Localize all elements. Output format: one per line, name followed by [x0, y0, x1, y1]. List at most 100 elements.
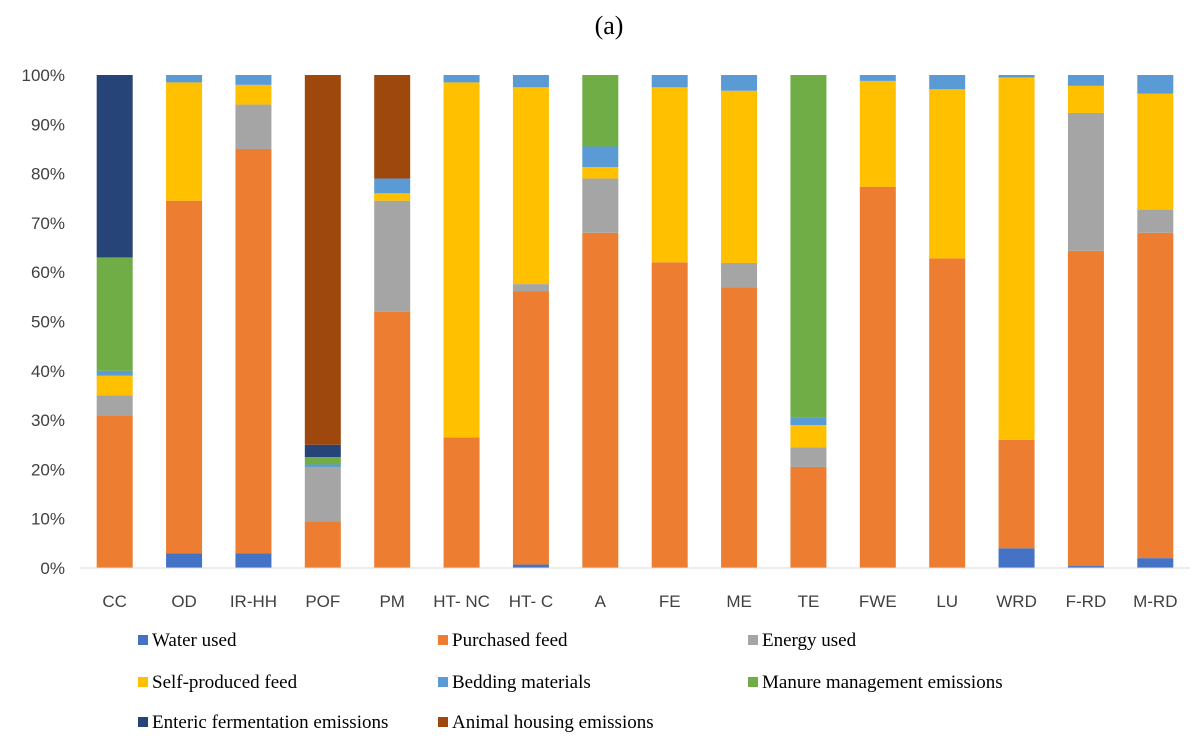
bar-segment: [512, 75, 549, 88]
bar-segment: [929, 75, 966, 90]
bar-segment: [374, 200, 411, 312]
y-tick-label: 90%: [31, 115, 65, 134]
bar-segment: [998, 75, 1035, 78]
legend-label: Purchased feed: [452, 630, 568, 651]
bar-segment: [1137, 75, 1174, 94]
y-axis: 0% 10% 20% 30% 40% 50% 60% 70% 80% 90% 100%: [22, 66, 65, 578]
bar-segment: [790, 75, 827, 418]
y-tick-label: 20%: [31, 460, 65, 479]
y-tick-label: 100%: [22, 66, 65, 85]
bar-segment: [582, 178, 619, 233]
bar-segment: [374, 75, 411, 179]
bar-segment: [443, 82, 480, 438]
bar-segment: [96, 415, 133, 568]
bar-segment: [790, 447, 827, 467]
bar-segment: [96, 395, 133, 416]
chart-title: (a): [595, 11, 624, 40]
bar-segment: [374, 311, 411, 568]
bar-segment: [1067, 75, 1104, 86]
x-tick-label: A: [595, 592, 607, 611]
x-tick-label: LU: [936, 592, 958, 611]
bar-segment: [235, 84, 272, 105]
bar-segment: [374, 193, 411, 201]
x-tick-label: HT- NC: [433, 592, 490, 611]
legend-swatch: [138, 677, 148, 687]
x-tick-label: CC: [102, 592, 127, 611]
x-tick-label: F-RD: [1066, 592, 1107, 611]
bar-segment: [443, 437, 480, 568]
legend-swatch: [138, 717, 148, 727]
bar-segment: [1137, 232, 1174, 559]
bar-segment: [582, 232, 619, 568]
bar-segment: [651, 87, 688, 263]
bar-segment: [235, 104, 272, 149]
legend-swatch: [438, 717, 448, 727]
bar-segment: [721, 90, 758, 263]
bar-segment: [512, 291, 549, 565]
bar-segment: [235, 75, 272, 85]
legend-swatch: [438, 677, 448, 687]
bar-segment: [582, 146, 619, 168]
legend-swatch: [748, 635, 758, 645]
bar-segment: [790, 417, 827, 426]
y-tick-label: 80%: [31, 165, 65, 184]
bar-segment: [166, 75, 203, 83]
legend-label: Enteric fermentation emissions: [152, 712, 388, 733]
bar-segment: [929, 89, 966, 259]
bar-segment: [512, 564, 549, 568]
bar-segment: [96, 257, 133, 371]
bar-segment: [235, 553, 272, 568]
bar-segment: [998, 439, 1035, 549]
x-tick-label: PM: [379, 592, 405, 611]
bars-group: [96, 75, 1174, 568]
legend-label: Animal housing emissions: [452, 712, 654, 733]
bar-segment: [304, 464, 341, 467]
bar-segment: [859, 75, 896, 81]
bar-segment: [96, 370, 133, 376]
bar-segment: [304, 444, 341, 458]
bar-segment: [235, 148, 272, 554]
legend-label: Bedding materials: [452, 672, 591, 693]
x-tick-label: WRD: [996, 592, 1037, 611]
bar-segment: [929, 258, 966, 568]
bar-segment: [582, 167, 619, 179]
bar-segment: [1067, 250, 1104, 567]
bar-segment: [512, 87, 549, 285]
bar-segment: [859, 80, 896, 187]
bar-segment: [166, 200, 203, 554]
legend-swatch: [138, 635, 148, 645]
bar-segment: [1137, 209, 1174, 233]
bar-segment: [443, 75, 480, 83]
bar-segment: [96, 375, 133, 396]
bar-segment: [96, 75, 133, 258]
x-tick-label: HT- C: [509, 592, 553, 611]
bar-segment: [1067, 112, 1104, 251]
y-tick-label: 60%: [31, 263, 65, 282]
x-tick-label: TE: [798, 592, 820, 611]
bar-segment: [1137, 93, 1174, 210]
bar-segment: [651, 262, 688, 568]
legend-label: Manure management emissions: [762, 672, 1003, 693]
bar-segment: [304, 521, 341, 568]
bar-segment: [859, 186, 896, 568]
bar-segment: [166, 82, 203, 201]
bar-segment: [721, 75, 758, 91]
bar-segment: [651, 75, 688, 88]
bar-segment: [790, 425, 827, 448]
bar-segment: [790, 466, 827, 568]
legend-swatch: [438, 635, 448, 645]
bar-segment: [998, 548, 1035, 568]
y-tick-label: 10%: [31, 510, 65, 529]
bar-segment: [512, 284, 549, 292]
x-tick-label: FE: [659, 592, 681, 611]
legend: Water used Purchased feed Energy used Self-…: [138, 630, 1003, 733]
legend-label: Energy used: [762, 630, 857, 651]
x-tick-label: FWE: [859, 592, 897, 611]
bar-segment: [374, 178, 411, 194]
bar-segment: [998, 77, 1035, 440]
bar-segment: [166, 553, 203, 568]
bar-segment: [1137, 558, 1174, 568]
legend-label: Self-produced feed: [152, 672, 298, 693]
bar-segment: [304, 457, 341, 465]
